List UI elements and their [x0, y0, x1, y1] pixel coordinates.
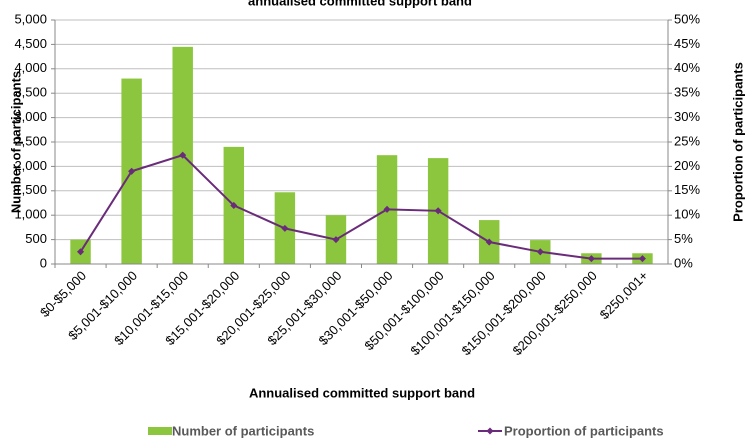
line-marker [434, 207, 442, 215]
y2-tick-label: 0% [674, 255, 693, 270]
y-tick-label: 1,000 [14, 207, 47, 222]
x-tick-label: $200,001-$250,000 [510, 268, 600, 358]
x-axis-title: Annualised committed support band [249, 385, 475, 400]
x-tick-label: $150,001-$200,000 [458, 268, 548, 358]
y2-tick-label: 35% [674, 85, 700, 100]
y-tick-label: 3,000 [14, 109, 47, 124]
line-marker [587, 255, 595, 263]
y-axis-title: Number of participants [8, 71, 23, 213]
legend-label: Number of participants [172, 423, 314, 438]
y2-tick-label: 20% [674, 158, 700, 173]
y2-tick-label: 15% [674, 182, 700, 197]
y-tick-label: 500 [25, 231, 47, 246]
line-marker [536, 248, 544, 256]
line-marker [128, 167, 136, 175]
y-tick-label: 3,500 [14, 85, 47, 100]
y-tick-label: 0 [40, 255, 47, 270]
y2-axis-title: Proportion of participants [730, 62, 745, 222]
legend-marker [486, 427, 494, 435]
x-tick-label: $0-$5,000 [37, 268, 89, 320]
y-tick-label: 4,000 [14, 60, 47, 75]
legend-label: Proportion of participants [504, 423, 664, 438]
y-tick-label: 5,000 [14, 11, 47, 26]
x-tick-label: $250,001+ [597, 268, 651, 322]
line-marker [638, 255, 646, 263]
y2-tick-label: 50% [674, 11, 700, 26]
y2-tick-label: 30% [674, 109, 700, 124]
y2-tick-label: 25% [674, 133, 700, 148]
y-tick-label: 2,000 [14, 158, 47, 173]
line [79, 154, 643, 260]
line-marker [332, 236, 340, 244]
chart-title: annualised committed support band [248, 0, 472, 8]
x-tick-label: $100,001-$150,000 [407, 268, 497, 358]
line-marker [179, 151, 187, 159]
y-tick-label: 1,500 [14, 182, 47, 197]
y-tick-label: 2,500 [14, 133, 47, 148]
legend-swatch [148, 427, 172, 435]
y2-tick-label: 10% [674, 207, 700, 222]
y2-tick-label: 40% [674, 60, 700, 75]
y2-tick-label: 45% [674, 36, 700, 51]
line-marker [230, 201, 238, 209]
line-marker [485, 238, 493, 246]
y2-tick-label: 5% [674, 231, 693, 246]
line-marker [383, 205, 391, 213]
y-tick-label: 4,500 [14, 36, 47, 51]
line-marker [77, 248, 85, 256]
line-marker [281, 224, 289, 232]
